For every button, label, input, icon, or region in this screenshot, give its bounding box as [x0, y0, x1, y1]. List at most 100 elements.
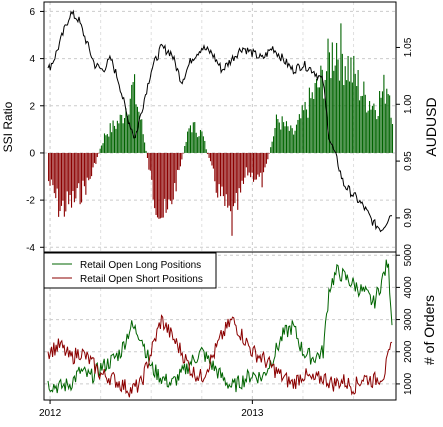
- top-panel: -4 -2 0 2 4 6 0.90 0.95 1.00 1.05 SSI Ratio AUDU…: [1, 1, 439, 254]
- ssi-bar: [215, 152, 217, 193]
- ssi-bar: [175, 152, 177, 192]
- ssi-bar: [122, 123, 124, 153]
- ssi-bar: [60, 152, 63, 206]
- ssi-bar: [268, 152, 270, 154]
- ssi-bar: [96, 152, 98, 158]
- ssi-bar: [86, 152, 88, 178]
- ssi-bar: [75, 152, 77, 199]
- ssi-bar: [348, 81, 351, 153]
- ssi-bar: [141, 119, 143, 153]
- ssi-bar: [333, 70, 335, 153]
- ssi-bar: [344, 66, 346, 153]
- top-y-ticks: -4 -2 0 2 4 6: [26, 7, 44, 254]
- ssi-bar: [317, 87, 319, 153]
- ssi-bar: [144, 142, 146, 153]
- ssi-bar: [218, 152, 220, 185]
- short-positions-line: [47, 314, 393, 398]
- ssi-bar: [338, 80, 341, 153]
- ssi-bar: [58, 152, 60, 217]
- ssi-bar: [258, 152, 260, 177]
- ssi-bar: [142, 134, 144, 153]
- ssi-bar: [386, 88, 388, 153]
- ssi-bar: [376, 119, 378, 153]
- ssi-bar: [92, 152, 94, 168]
- ssi-bar: [85, 152, 87, 195]
- ssi-bar: [199, 130, 202, 153]
- ssi-bar: [301, 105, 303, 153]
- ssi-bar: [162, 152, 164, 218]
- ssi-bar: [113, 125, 116, 153]
- ssi-bar: [262, 152, 265, 173]
- audusd-tick-label: 0.95: [403, 151, 414, 171]
- audusd-line: [47, 9, 393, 233]
- ssi-bar: [149, 152, 151, 171]
- ssi-bar: [305, 109, 308, 153]
- ssi-bar: [202, 136, 204, 153]
- ssi-bar: [178, 152, 180, 171]
- audusd-tick-label: 1.05: [403, 37, 414, 57]
- x-tick-label: 2013: [241, 408, 264, 419]
- ssi-bar: [158, 152, 160, 219]
- ssi-bar: [166, 152, 169, 210]
- ssi-bar: [79, 152, 81, 205]
- ssi-bar: [222, 152, 224, 197]
- ssi-bar: [285, 121, 288, 153]
- ssi-tick-label: 2: [29, 101, 35, 112]
- ssi-bar: [275, 114, 277, 153]
- ssi-bar: [102, 143, 104, 153]
- ssi-bar: [177, 152, 179, 170]
- ssi-bar: [73, 152, 75, 203]
- ssi-bar: [307, 117, 309, 153]
- ssi-bar: [377, 116, 379, 153]
- ssi-bar: [254, 152, 256, 180]
- ssi-bar: [242, 152, 245, 184]
- ssi-bar: [340, 23, 342, 153]
- ssi-bar: [50, 152, 53, 180]
- ssi-bar: [152, 152, 154, 200]
- x-tick-label: 2012: [39, 408, 62, 419]
- ssi-bar: [234, 152, 236, 204]
- ssi-bar: [83, 152, 85, 187]
- ssi-bar: [313, 98, 315, 153]
- ssi-bar: [353, 55, 355, 153]
- ssi-bar: [341, 53, 343, 153]
- ssi-bar: [145, 150, 147, 153]
- ssi-bar: [194, 122, 196, 153]
- ssi-bar: [134, 74, 136, 153]
- orders-tick-label: 2000: [403, 340, 414, 363]
- ssi-bar: [131, 84, 133, 153]
- ssi-bar: [367, 110, 369, 153]
- ssi-bar: [330, 78, 332, 153]
- ssi-bar: [274, 128, 276, 153]
- ssi-bar: [217, 152, 219, 198]
- ssi-bar: [161, 152, 163, 218]
- ssi-bar: [159, 152, 161, 219]
- ssi-bar: [363, 81, 365, 153]
- ssi-bar: [155, 152, 157, 215]
- ssi-bar: [357, 70, 359, 153]
- ssi-bar: [108, 136, 110, 153]
- ssi-bar: [195, 132, 197, 153]
- ssi-bar: [204, 140, 206, 153]
- ssi-bar: [95, 152, 97, 164]
- ssi-bar: [119, 114, 121, 153]
- ssi-bar: [135, 104, 137, 153]
- ssi-bar: [209, 152, 212, 162]
- ssi-bar: [260, 152, 262, 173]
- ssi-bar: [56, 152, 58, 189]
- ssi-bar: [224, 152, 226, 206]
- bottom-plot-frame: [43, 251, 397, 401]
- ssi-bar: [191, 132, 193, 153]
- legend-box: [43, 252, 217, 289]
- ssi-bar: [384, 103, 386, 153]
- bottom-x-ticks: 2012 2013: [39, 400, 264, 419]
- orders-tick-label: 1000: [403, 372, 414, 395]
- ssi-bar: [230, 152, 232, 212]
- ssi-bar: [291, 128, 293, 153]
- ssi-bar: [197, 137, 199, 153]
- audusd-axis-label: AUDUSD: [423, 97, 439, 156]
- ssi-bar: [248, 152, 250, 173]
- ssi-bar: [59, 152, 61, 212]
- ssi-bar: [164, 152, 166, 199]
